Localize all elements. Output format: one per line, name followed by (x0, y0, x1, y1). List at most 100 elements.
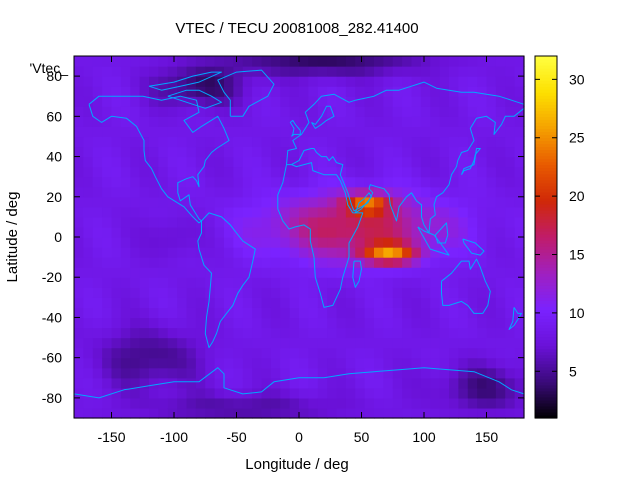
heatmap-cell (139, 407, 150, 419)
heatmap-cell (139, 166, 150, 178)
heatmap-cell (158, 297, 169, 308)
heatmap-cell (130, 387, 141, 399)
heatmap-cell (92, 267, 103, 278)
heatmap-cell (177, 277, 188, 288)
heatmap-cell (327, 56, 338, 67)
heatmap-cell (186, 136, 197, 148)
heatmap-cell (83, 257, 94, 268)
heatmap-cell (195, 287, 206, 298)
heatmap-cell (289, 387, 300, 399)
heatmap-cell (383, 277, 394, 288)
heatmap-cell (308, 126, 319, 138)
heatmap-cell (158, 56, 169, 67)
heatmap-cell (139, 126, 150, 138)
heatmap-cell (102, 56, 113, 67)
heatmap-cell (167, 216, 178, 228)
heatmap-cell (439, 216, 450, 228)
heatmap-cell (299, 367, 309, 379)
heatmap-cell (289, 226, 300, 238)
heatmap-cell (111, 106, 122, 117)
coastline (311, 105, 335, 129)
colorbar-segment (535, 258, 557, 262)
heatmap-cell (317, 307, 328, 319)
heatmap-cell (402, 216, 413, 228)
heatmap-cell (158, 317, 169, 329)
heatmap-cell (280, 56, 291, 67)
heatmap-cell (195, 96, 206, 107)
heatmap-cell (177, 357, 188, 369)
heatmap-cell (224, 56, 234, 67)
colorbar-segment (535, 212, 557, 217)
heatmap-cell (167, 347, 178, 359)
heatmap-cell (374, 337, 384, 349)
heatmap-cell (299, 86, 309, 97)
heatmap-cell (317, 166, 328, 178)
heatmap-cell (345, 257, 356, 268)
heatmap-cell (449, 136, 459, 148)
heatmap-cell (364, 337, 375, 349)
heatmap-cell (486, 166, 497, 178)
heatmap-cell (495, 287, 506, 298)
heatmap-cell (214, 347, 225, 359)
colorbar-segment (535, 59, 557, 63)
heatmap-cell (102, 357, 113, 369)
heatmap-cell (224, 196, 234, 208)
heatmap-cell (270, 156, 281, 168)
heatmap-cell (224, 146, 234, 158)
heatmap-cell (120, 357, 131, 369)
heatmap-cell (289, 327, 300, 339)
heatmap-cell (458, 267, 469, 278)
heatmap-cell (280, 327, 291, 339)
heatmap-cell (186, 196, 197, 208)
heatmap-cell (505, 377, 516, 389)
heatmap-cell (214, 407, 225, 419)
heatmap-cell (477, 377, 488, 389)
heatmap-cell (505, 216, 516, 228)
heatmap-cell (392, 347, 403, 359)
heatmap-cell (430, 216, 441, 228)
heatmap-cell (120, 136, 131, 148)
heatmap-cell (505, 226, 516, 238)
heatmap-cell (120, 126, 131, 138)
heatmap-cell (102, 237, 113, 248)
heatmap-cell (111, 126, 122, 138)
heatmap-cell (111, 216, 122, 228)
heatmap-cell (467, 347, 478, 359)
heatmap-cell (308, 56, 319, 67)
heatmap-cell (467, 407, 478, 419)
heatmap-cell (270, 146, 281, 158)
heatmap-cell (364, 357, 375, 369)
heatmap-cell (345, 237, 356, 248)
heatmap-cell (336, 146, 347, 158)
heatmap-cell (364, 277, 375, 288)
x-tick-label: -150 (97, 429, 125, 445)
heatmap-cell (345, 56, 356, 67)
heatmap-cell (505, 327, 516, 339)
heatmap-cell (514, 247, 525, 258)
heatmap-cell (467, 307, 478, 319)
heatmap-cell (130, 66, 141, 77)
heatmap-cell (364, 347, 375, 359)
heatmap-cell (449, 277, 459, 288)
heatmap-cell (327, 206, 338, 218)
heatmap-cell (299, 347, 309, 359)
heatmap-cell (477, 347, 488, 359)
colorbar-segment (535, 240, 557, 244)
heatmap-cell (449, 216, 459, 228)
heatmap-cell (205, 377, 216, 389)
heatmap-cell (177, 237, 188, 248)
heatmap-cell (74, 397, 84, 409)
heatmap-cell (336, 407, 347, 419)
heatmap-cell (317, 267, 328, 278)
heatmap-cell (486, 136, 497, 148)
heatmap-cell (336, 116, 347, 127)
heatmap-cell (195, 327, 206, 339)
heatmap-cell (111, 146, 122, 158)
heatmap-cell (430, 267, 441, 278)
colorbar-segment (535, 179, 557, 184)
heatmap-cell (355, 247, 366, 258)
heatmap-cell (252, 186, 263, 198)
heatmap-cell (411, 176, 422, 188)
heatmap-cell (374, 206, 384, 218)
heatmap-cell (449, 176, 459, 188)
